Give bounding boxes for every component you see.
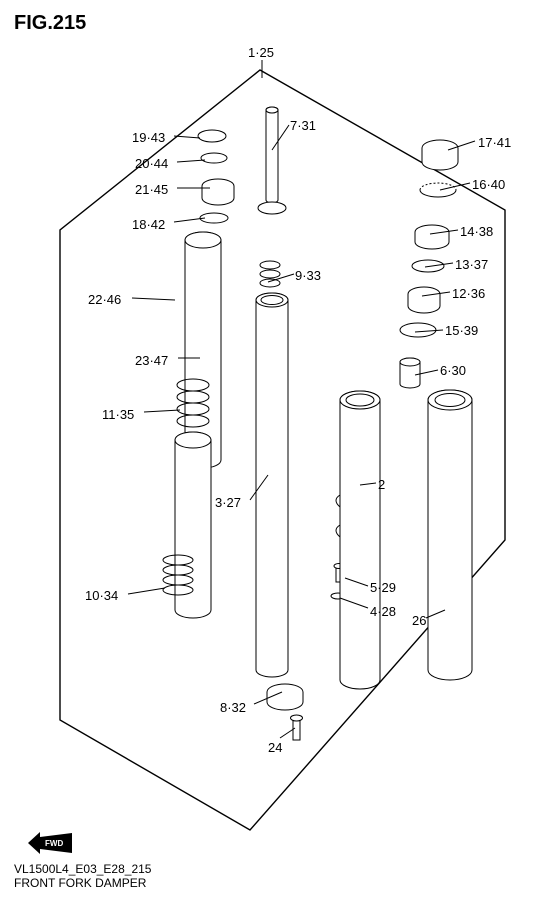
callout-c23: 23·47 bbox=[135, 353, 168, 368]
exploded-diagram bbox=[0, 0, 560, 860]
fwd-label: FWD bbox=[45, 839, 63, 848]
figure-subtitle: FRONT FORK DAMPER bbox=[14, 876, 146, 890]
callout-c14: 14·38 bbox=[460, 224, 493, 239]
leader-c13 bbox=[425, 263, 453, 267]
callout-c24: 24 bbox=[268, 740, 282, 755]
leader-c16 bbox=[440, 183, 470, 190]
leader-c20 bbox=[177, 160, 205, 162]
callout-c19: 19·43 bbox=[132, 130, 165, 145]
callout-c3: 3·27 bbox=[215, 495, 241, 510]
callout-c18: 18·42 bbox=[132, 217, 165, 232]
callout-c13: 13·37 bbox=[455, 257, 488, 272]
callout-c5: 5·29 bbox=[370, 580, 396, 595]
callout-c4: 4·28 bbox=[370, 604, 396, 619]
callout-c1: 1·25 bbox=[248, 45, 274, 60]
callout-c20: 20·44 bbox=[135, 156, 168, 171]
callout-c17: 17·41 bbox=[478, 135, 511, 150]
callout-c11: 11·35 bbox=[102, 407, 134, 422]
callout-c10: 10·34 bbox=[85, 588, 118, 603]
callout-c9: 9·33 bbox=[295, 268, 321, 283]
leader-c11 bbox=[144, 410, 180, 412]
callout-c26: 26 bbox=[412, 613, 426, 628]
callout-c2: 2 bbox=[378, 477, 385, 492]
leader-c15 bbox=[415, 330, 443, 332]
fwd-arrow-icon: FWD bbox=[28, 830, 74, 856]
callout-c21: 21·45 bbox=[135, 182, 168, 197]
leader-c19 bbox=[174, 136, 200, 138]
callout-c8: 8·32 bbox=[220, 700, 246, 715]
leader-c18 bbox=[174, 218, 205, 222]
callout-c15: 15·39 bbox=[445, 323, 478, 338]
callout-c16: 16·40 bbox=[472, 177, 505, 192]
leader-c10 bbox=[128, 588, 165, 594]
callout-c12: 12·36 bbox=[452, 286, 485, 301]
callout-c7: 7·31 bbox=[290, 118, 316, 133]
callout-c22: 22·46 bbox=[88, 292, 121, 307]
page: FIG.215 bbox=[0, 0, 560, 897]
leader-c22 bbox=[132, 298, 175, 300]
callout-c6: 6·30 bbox=[440, 363, 466, 378]
part-code: VL1500L4_E03_E28_215 bbox=[14, 862, 151, 876]
